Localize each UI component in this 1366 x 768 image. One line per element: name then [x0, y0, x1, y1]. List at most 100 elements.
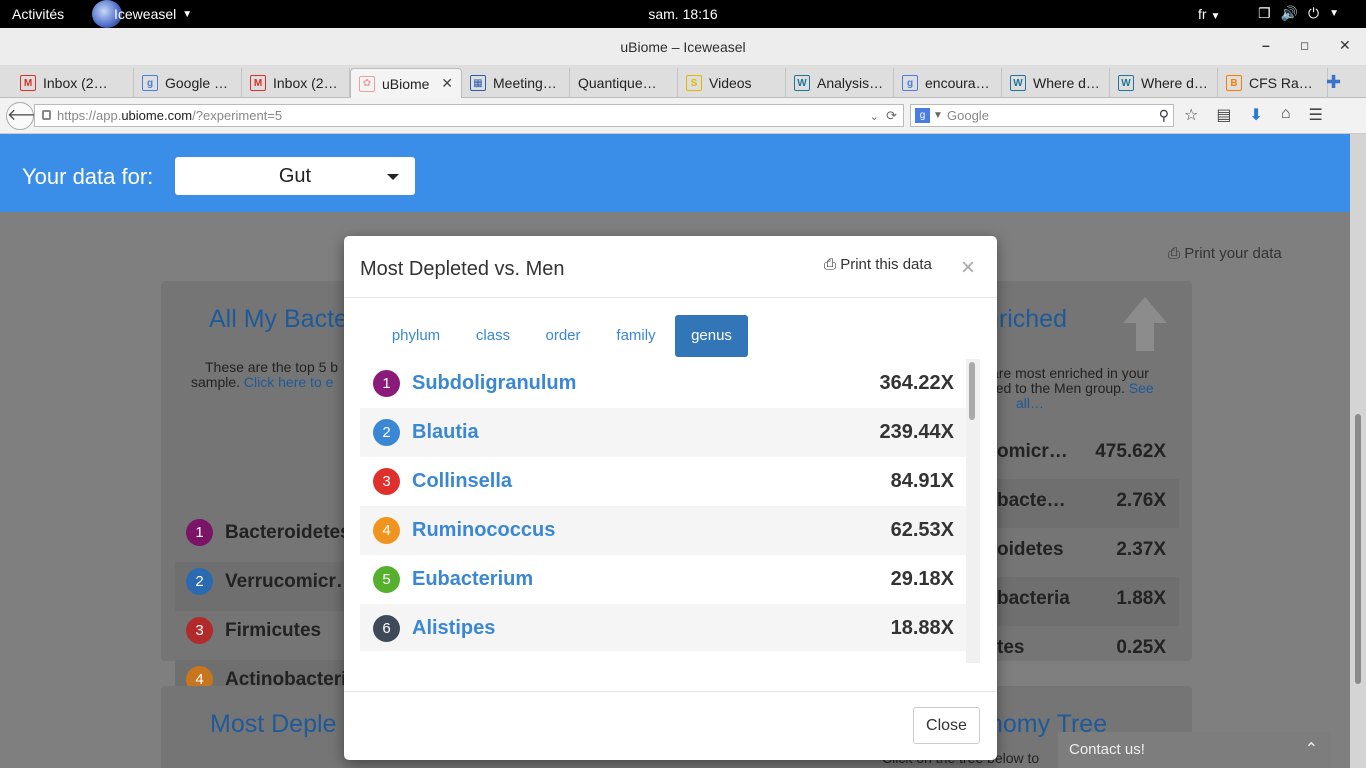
blogger-icon: B: [1226, 75, 1242, 91]
activities-button[interactable]: Activités: [12, 6, 65, 22]
enriched-name[interactable]: omicr…: [997, 441, 1068, 462]
tab-8[interactable]: g encoura…: [894, 68, 1002, 98]
see-all-link-2[interactable]: all…: [1016, 395, 1045, 411]
chevron-down-icon[interactable]: ⌄: [869, 111, 879, 123]
genus-name-link[interactable]: Alistipes: [412, 617, 496, 639]
enriched-name[interactable]: bacte…: [997, 490, 1066, 511]
depleted-list: 1 Subdoligranulum 364.22X 2 Blautia 239.44X 3 C…: [360, 359, 966, 651]
search-input[interactable]: g ▼ Google ⚲: [910, 104, 1174, 127]
list-scrollbar[interactable]: [966, 359, 980, 663]
printer-icon: ⎙: [1168, 245, 1181, 262]
reading-list-icon[interactable]: ▤: [1216, 107, 1232, 124]
tab-11[interactable]: B CFS Ra…: [1218, 68, 1328, 98]
bacteria-name: Bacteroidetes: [225, 521, 351, 543]
depletion-value: 29.18X: [890, 568, 954, 590]
genus-row[interactable]: 3 Collinsella 84.91X: [360, 457, 966, 506]
tab-3[interactable]: ✿ uBiome ✕: [350, 68, 462, 98]
window-title: uBiome – Iceweasel: [620, 39, 746, 55]
tab-label: uBiome: [382, 75, 430, 92]
page-scrollbar-thumb[interactable]: [1355, 414, 1361, 684]
all-bacteria-desc-line1: These are the top 5 b: [205, 359, 339, 375]
enriched-name[interactable]: tes: [997, 637, 1025, 658]
tab-0[interactable]: M Inbox (2…: [12, 68, 134, 98]
bacteria-list-item[interactable]: 1 Bacteroidetes: [186, 519, 351, 546]
tab-4[interactable]: ▦ Meeting…: [462, 68, 570, 98]
tab-bar: M Inbox (2… g Google … M Inbox (2… ✿ uBiome ✕ ▦ Me…: [0, 66, 1366, 98]
contact-us-widget[interactable]: Contact us! ⌃: [1058, 732, 1330, 768]
menu-icon[interactable]: ☰: [1308, 107, 1323, 124]
click-here-link[interactable]: Click here to e: [243, 374, 334, 390]
tab-9[interactable]: W Where d…: [1002, 68, 1110, 98]
close-window-button[interactable]: ✕: [1339, 37, 1351, 53]
genus-name-link[interactable]: Subdoligranulum: [412, 372, 577, 394]
tab-family[interactable]: family: [616, 327, 656, 344]
language-indicator[interactable]: fr ▼: [1198, 6, 1220, 22]
tab-label: Inbox (2…: [43, 75, 108, 91]
wordpress-icon: W: [1118, 75, 1134, 91]
genus-row[interactable]: 1 Subdoligranulum 364.22X: [360, 359, 966, 408]
enriched-name[interactable]: bacteria: [997, 588, 1070, 609]
tab-1[interactable]: g Google …: [134, 68, 242, 98]
new-tab-icon[interactable]: ✚: [1326, 72, 1342, 92]
url-bar[interactable]: https://app.ubiome.com/?experiment=5 ⌄ ⟳: [34, 104, 904, 127]
maximize-button[interactable]: ◻: [1300, 40, 1310, 52]
genus-name-link[interactable]: Collinsella: [412, 470, 513, 492]
body-site-value: Gut: [278, 165, 312, 187]
app-menu[interactable]: Iceweasel ▼: [92, 0, 192, 28]
tab-5[interactable]: Quantique…: [570, 68, 678, 98]
genus-name-link[interactable]: Ruminococcus: [412, 519, 556, 541]
search-engine-chevron-icon[interactable]: ▼: [933, 110, 943, 121]
clock[interactable]: sam. 18:16: [648, 6, 718, 22]
system-status-area[interactable]: ❐ 🔊 ⏻ ▼: [1258, 5, 1339, 22]
search-icon[interactable]: ⚲: [1158, 107, 1169, 123]
genus-row[interactable]: 4 Ruminococcus 62.53X: [360, 506, 966, 555]
tab-2[interactable]: M Inbox (2…: [242, 68, 350, 98]
genus-name-link[interactable]: Blautia: [412, 421, 479, 443]
google-icon[interactable]: g: [915, 108, 930, 123]
print-your-data-link[interactable]: ⎙ Print your data: [1168, 245, 1282, 262]
bookmark-star-icon[interactable]: ☆: [1184, 107, 1199, 124]
bacteria-list-item[interactable]: 3 Firmicutes: [186, 617, 321, 644]
tab-10[interactable]: W Where d…: [1110, 68, 1218, 98]
most-depleted-title: Most Deple: [210, 710, 337, 738]
tab-6[interactable]: S Videos: [678, 68, 786, 98]
tab-order[interactable]: order: [545, 327, 581, 344]
download-icon[interactable]: ⬇: [1249, 107, 1263, 124]
tab-phylum[interactable]: phylum: [391, 327, 441, 344]
minimize-button[interactable]: –: [1262, 37, 1270, 53]
rank-badge: 1: [186, 519, 213, 546]
bacteria-list-item[interactable]: 4 Actinobacteri: [186, 666, 346, 693]
genus-row[interactable]: 2 Blautia 239.44X: [360, 408, 966, 457]
modal-title: Most Depleted vs. Men: [360, 258, 565, 280]
enriched-value: 0.25X: [1116, 637, 1166, 658]
enriched-value: 1.88X: [1116, 588, 1166, 609]
body-site-select[interactable]: Gut: [175, 157, 415, 195]
genus-row[interactable]: 5 Eubacterium 29.18X: [360, 555, 966, 604]
close-button[interactable]: Close: [913, 707, 980, 744]
close-tab-icon[interactable]: ✕: [441, 75, 453, 91]
see-all-link[interactable]: See: [1128, 380, 1154, 396]
row-highlight: [997, 577, 1179, 626]
back-button[interactable]: 🡐: [6, 102, 50, 130]
app-menu-label: Iceweasel: [114, 6, 177, 22]
genus-row[interactable]: 6 Alistipes 18.88X: [360, 604, 966, 651]
google-icon: g: [902, 75, 918, 91]
bacteria-list-item[interactable]: 2 Verrucomicr…: [186, 568, 355, 595]
url-host: ubiome.com: [121, 108, 193, 123]
genus-name-link[interactable]: Eubacterium: [412, 568, 534, 590]
tab-class[interactable]: class: [475, 327, 511, 344]
page-scrollbar[interactable]: [1350, 134, 1366, 768]
home-icon[interactable]: ⌂: [1280, 105, 1291, 122]
tab-7[interactable]: W Analysis…: [786, 68, 894, 98]
tab-label: Where d…: [1033, 75, 1100, 91]
depletion-value: 84.91X: [890, 470, 954, 492]
tab-genus[interactable]: genus: [675, 315, 748, 357]
print-this-data-link[interactable]: ⎙ Print this data: [824, 256, 932, 273]
enriched-name[interactable]: oidetes: [997, 539, 1064, 560]
chevron-down-icon: ▼: [1210, 11, 1221, 22]
all-bacteria-desc-line2: sample.: [191, 374, 241, 390]
depletion-value: 62.53X: [890, 519, 954, 541]
reload-icon[interactable]: ⟳: [886, 108, 897, 123]
modal-close-icon[interactable]: ×: [961, 254, 976, 281]
list-scrollbar-thumb[interactable]: [969, 362, 975, 420]
